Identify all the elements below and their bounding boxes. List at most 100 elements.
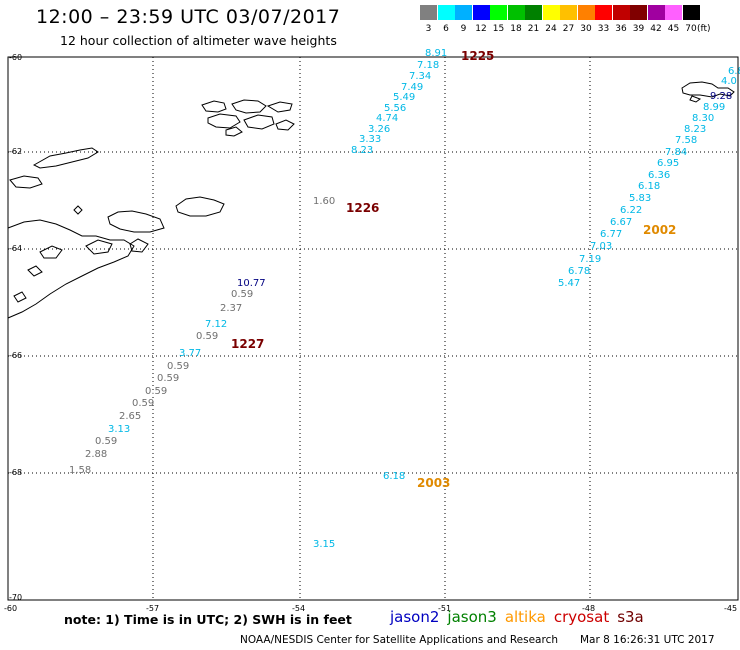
wave-height-value: 7.58 bbox=[675, 135, 697, 146]
wave-height-value: 3.33 bbox=[359, 134, 381, 145]
satellite-legend: jason2 jason3 altika cryosat s3a bbox=[390, 608, 652, 626]
wave-height-value: 7.18 bbox=[417, 60, 439, 71]
island-outline bbox=[73, 205, 83, 215]
legend-label: 27 bbox=[562, 24, 575, 34]
wave-height-value: 6.22 bbox=[620, 205, 642, 216]
lon-label: -48 bbox=[582, 604, 595, 613]
lon-label: -51 bbox=[438, 604, 451, 613]
island-outline bbox=[27, 265, 43, 277]
legend-unit: (ft) bbox=[697, 24, 711, 34]
wave-height-value: 2.37 bbox=[220, 303, 242, 314]
wave-height-value: 0.59 bbox=[167, 361, 189, 372]
lat-label: -62 bbox=[9, 147, 22, 156]
wave-height-value: 9.28 bbox=[710, 91, 732, 102]
legend-swatch bbox=[420, 5, 437, 20]
island-outline bbox=[13, 291, 27, 303]
wave-height-value: 8.23 bbox=[351, 145, 373, 156]
wave-height-value: 0.59 bbox=[157, 373, 179, 384]
lon-label: -57 bbox=[146, 604, 159, 613]
legend-swatch bbox=[455, 5, 472, 20]
legend-swatch bbox=[682, 5, 700, 20]
island-outline bbox=[129, 238, 149, 253]
wave-height-value: 8.30 bbox=[692, 113, 714, 124]
island-outline bbox=[39, 245, 63, 259]
wave-height-value: 6.67 bbox=[610, 217, 632, 228]
wave-height-value: 5.47 bbox=[558, 278, 580, 289]
island-outline bbox=[225, 126, 243, 137]
credit-text: NOAA/NESDIS Center for Satellite Applica… bbox=[240, 634, 558, 646]
wave-height-value: 7.03 bbox=[590, 241, 612, 252]
pass-time-label: 2002 bbox=[643, 223, 676, 237]
page-subtitle: 12 hour collection of altimeter wave hei… bbox=[60, 33, 337, 48]
wave-height-value: 8.99 bbox=[703, 102, 725, 113]
lon-label: -60 bbox=[4, 604, 17, 613]
wave-height-value: 6.18 bbox=[383, 471, 405, 482]
wave-height-value: 2.88 bbox=[85, 449, 107, 460]
legend-label: 36 bbox=[615, 24, 627, 34]
wave-height-value: 0.59 bbox=[145, 386, 167, 397]
lon-label: -54 bbox=[292, 604, 305, 613]
legend-swatch bbox=[612, 5, 630, 20]
legend-swatch bbox=[560, 5, 577, 20]
graticule bbox=[8, 57, 738, 600]
track-1225: 8.917.187.347.495.495.564.743.263.338.23… bbox=[351, 48, 494, 156]
legend-label: 3 bbox=[425, 24, 432, 34]
wave-height-value: 8.23 bbox=[684, 124, 706, 135]
legend-swatch bbox=[437, 5, 455, 20]
wave-height-value: 6.78 bbox=[568, 266, 590, 277]
island-outline bbox=[681, 81, 735, 98]
island-outline bbox=[85, 239, 113, 255]
altimeter-tracks: 8.917.187.347.495.495.564.743.263.338.23… bbox=[69, 48, 740, 550]
satellite-altika: altika bbox=[504, 608, 546, 626]
legend-swatch bbox=[595, 5, 612, 20]
legend-label: 70 bbox=[685, 24, 697, 34]
wave-height-value: 7.12 bbox=[205, 319, 227, 330]
legend-label: 24 bbox=[545, 24, 557, 34]
legend-swatch bbox=[490, 5, 507, 20]
lat-label: -64 bbox=[9, 244, 22, 253]
wave-height-value: 1.58 bbox=[69, 465, 91, 476]
longitude-labels: -60 -57 -54 -51 -48 -45 bbox=[4, 604, 737, 613]
wave-height-value: 10.77 bbox=[237, 278, 266, 289]
wave-height-value: 3.77 bbox=[179, 348, 201, 359]
legend-swatch bbox=[647, 5, 665, 20]
wave-height-value: 7.49 bbox=[401, 82, 423, 93]
latitude-labels: -60 -62 -64 -66 -68 -70 bbox=[9, 53, 22, 602]
pass-time-label: 1227 bbox=[231, 337, 264, 351]
wave-height-value: 5.83 bbox=[629, 193, 651, 204]
wave-height-value: 7.19 bbox=[579, 254, 601, 265]
satellite-cryosat: cryosat bbox=[553, 608, 610, 626]
island-outline bbox=[243, 114, 275, 130]
island-outline bbox=[266, 101, 293, 113]
pass-time-label: 2003 bbox=[417, 476, 450, 490]
pass-time-label: 1226 bbox=[346, 201, 379, 215]
wave-height-value: 3.13 bbox=[108, 424, 130, 435]
wave-height-value: 6.18 bbox=[638, 181, 660, 192]
legend-label: 6 bbox=[443, 24, 449, 34]
legend-label: 42 bbox=[650, 24, 662, 34]
lon-label: -45 bbox=[724, 604, 737, 613]
island-outline bbox=[201, 100, 227, 113]
track-1226: 1.60 1226 bbox=[313, 196, 379, 215]
wave-height-value: 1.60 bbox=[313, 196, 335, 207]
island-outline bbox=[231, 99, 267, 114]
wave-height-value: 5.49 bbox=[393, 92, 415, 103]
track-1227: 10.770.592.377.120.593.770.590.590.590.5… bbox=[69, 278, 266, 476]
wave-height-value: 0.59 bbox=[196, 331, 218, 342]
page-title: 12:00 – 23:59 UTC 03/07/2017 bbox=[36, 6, 341, 28]
footer-note: note: 1) Time is in UTC; 2) SWH is in fe… bbox=[64, 612, 352, 627]
wave-height-value: 7.34 bbox=[409, 71, 431, 82]
wave-height-value: 3.26 bbox=[368, 124, 390, 135]
legend-label: 15 bbox=[492, 24, 505, 34]
wave-height-value: 8.91 bbox=[425, 48, 447, 59]
legend-swatch bbox=[525, 5, 542, 20]
satellite-jason3: jason3 bbox=[447, 608, 497, 626]
wave-height-value: 6.77 bbox=[600, 229, 622, 240]
generated-timestamp: Mar 8 16:26:31 UTC 2017 bbox=[580, 634, 715, 646]
legend-label: 12 bbox=[475, 24, 487, 34]
lat-label: -66 bbox=[9, 351, 22, 360]
wave-height-value: 6.8 bbox=[728, 66, 740, 77]
lat-label: -68 bbox=[9, 468, 22, 477]
wave-height-value: 0.59 bbox=[132, 398, 154, 409]
